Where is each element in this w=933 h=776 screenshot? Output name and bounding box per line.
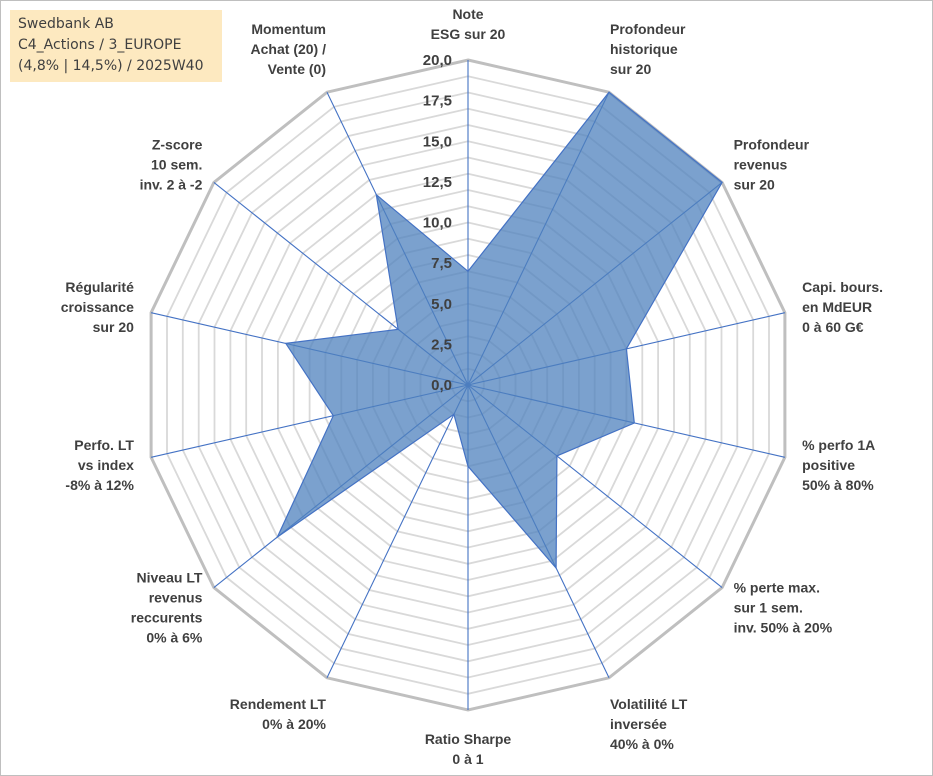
axis-label: Rendement LT 0% à 20% (230, 696, 327, 732)
axis-label-line: sur 20 (610, 61, 651, 77)
axis-label: Z-score 10 sem. inv. 2 à -2 (140, 137, 203, 193)
tick-label: 5,0 (431, 296, 452, 313)
axis-label: Momentum Achat (20) / Vente (0) (251, 21, 327, 77)
axis-label-line: croissance (61, 299, 134, 315)
axis-label-line: 0 à 1 (452, 751, 483, 767)
axis-label-line: Ratio Sharpe (425, 731, 512, 747)
axis-label-line: Capi. bours. (802, 279, 883, 295)
axis-label-line: Niveau LT (137, 569, 203, 585)
axis-label-line: inv. 2 à -2 (140, 177, 203, 193)
series-layer (275, 91, 723, 570)
axis-label-line: Régularité (65, 279, 134, 295)
axis-label-line: Z-score (152, 137, 203, 153)
axis-label: Profondeur revenus sur 20 (734, 137, 810, 193)
info-portfolio: C4_Actions / 3_EUROPE (18, 37, 182, 53)
info-box: Swedbank AB C4_Actions / 3_EUROPE (4,8% … (10, 10, 222, 82)
tick-label: 7,5 (431, 255, 452, 272)
axis-label-line: reccurents (131, 609, 203, 625)
axis-label-line: 50% à 80% (802, 477, 874, 493)
axis-label-line: Profondeur (610, 21, 686, 37)
axis-label-line: % perfo 1A (802, 437, 875, 453)
axis-label-line: 0% à 20% (262, 716, 326, 732)
axis-label-line: en MdEUR (802, 299, 872, 315)
axis-label-line: Perfo. LT (74, 437, 134, 453)
axis-label: % perfo 1A positive 50% à 80% (802, 437, 875, 493)
axis-label-line: Note (452, 6, 483, 22)
axis-label-line: 40% à 0% (610, 736, 674, 752)
axis-label-line: Achat (20) / (251, 41, 327, 57)
axis-label: Capi. bours. en MdEUR 0 à 60 G€ (802, 279, 883, 335)
axis-label-line: ESG sur 20 (431, 26, 506, 42)
axis-label: Note ESG sur 20 (431, 6, 506, 42)
axis-label: % perte max. sur 1 sem. inv. 50% à 20% (734, 579, 833, 635)
info-stats: (4,8% | 14,5%) / 2025W40 (18, 58, 204, 74)
axis-label-line: 0 à 60 G€ (802, 319, 864, 335)
axis-label-line: sur 20 (734, 177, 775, 193)
axis-label-line: vs index (78, 457, 134, 473)
axis-label-line: Volatilité LT (610, 696, 688, 712)
axis-label-line: positive (802, 457, 855, 473)
series-area (275, 91, 723, 570)
axis-label-line: -8% à 12% (65, 477, 134, 493)
axis-label-line: 0% à 6% (146, 629, 203, 645)
axis-spoke (326, 384, 469, 679)
tick-label: 15,0 (423, 133, 452, 150)
axis-label: Perfo. LT vs index -8% à 12% (65, 437, 134, 493)
tick-layer: 0,0 2,5 5,0 7,5 10,0 12,5 15,0 17,5 20,0 (423, 52, 452, 394)
info-company: Swedbank AB (18, 16, 114, 32)
axis-label-line: historique (610, 41, 678, 57)
axis-label-line: sur 20 (93, 319, 134, 335)
axis-label-line: revenus (734, 157, 788, 173)
tick-label: 12,5 (423, 174, 452, 191)
axis-label-line: Profondeur (734, 137, 810, 153)
tick-label: 0,0 (431, 377, 452, 394)
axis-label-line: sur 1 sem. (734, 599, 803, 615)
tick-label: 20,0 (423, 52, 452, 69)
axis-label: Profondeur historique sur 20 (610, 21, 686, 77)
tick-label: 2,5 (431, 336, 452, 353)
axis-label-line: inv. 50% à 20% (734, 619, 833, 635)
axis-label-line: inversée (610, 716, 667, 732)
axis-label-line: 10 sem. (151, 157, 202, 173)
axis-label: Volatilité LT inversée 40% à 0% (610, 696, 688, 752)
axis-label-line: revenus (149, 589, 203, 605)
axis-label: Régularité croissance sur 20 (61, 279, 134, 335)
axis-label-line: % perte max. (734, 579, 820, 595)
axis-label-line: Momentum (251, 21, 326, 37)
axis-label-line: Vente (0) (268, 61, 326, 77)
tick-label: 17,5 (423, 93, 452, 110)
axis-label: Niveau LT revenus reccurents 0% à 6% (131, 569, 203, 645)
label-layer: Note ESG sur 20 Profondeur historique sur 20… (61, 6, 883, 767)
axis-label-line: Rendement LT (230, 696, 327, 712)
tick-label: 10,0 (423, 215, 452, 232)
axis-label: Ratio Sharpe 0 à 1 (425, 731, 512, 767)
